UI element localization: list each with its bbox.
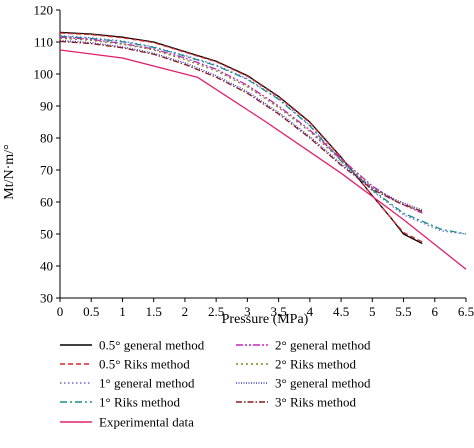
legend-label: 3° Riks method — [275, 395, 357, 410]
legend-label: 2° general method — [275, 338, 371, 353]
y-tick-label: 30 — [40, 291, 53, 306]
x-tick-label: 0 — [57, 304, 64, 319]
x-tick-label: 2 — [182, 304, 189, 319]
series-line-4 — [59, 35, 467, 235]
legend-label: 3° general method — [275, 376, 371, 391]
x-tick-label: 3 — [244, 304, 251, 319]
legend-label: 1° Riks method — [99, 395, 181, 410]
y-tick-label: 80 — [40, 131, 53, 146]
series-line-9 — [59, 49, 467, 270]
x-tick-label: 4.5 — [333, 304, 349, 319]
series-line-7 — [59, 39, 423, 211]
x-tick-label: 5.5 — [395, 304, 411, 319]
axes: 30 40 50 60 70 80 90 100 110 120 0 0.5 1 1.5 2 2.5 3 3.5 4… — [34, 3, 474, 320]
y-tick-label: 120 — [34, 3, 54, 18]
series-line-3 — [59, 34, 467, 235]
y-tick-label: 90 — [40, 99, 53, 114]
series-line-8 — [59, 40, 423, 213]
legend-label: 2° Riks method — [275, 357, 357, 372]
legend-label: 0.5° Riks method — [99, 357, 190, 372]
legend: 0.5° general method 0.5° Riks method 1° ge… — [60, 338, 371, 430]
y-tick-label: 100 — [34, 67, 54, 82]
x-tick-label: 6 — [432, 304, 439, 319]
x-axis-title: Pressure (MPa) — [222, 312, 309, 327]
series-line-2 — [59, 32, 423, 243]
legend-label: 1° general method — [99, 376, 195, 391]
x-tick-label: 0.5 — [83, 304, 99, 319]
x-tick-label: 1 — [119, 304, 126, 319]
series-group — [59, 31, 467, 270]
y-axis-title: Mt/N·m/° — [2, 144, 17, 199]
legend-label: 0.5° general method — [99, 338, 205, 353]
y-tick-label: 40 — [40, 259, 53, 274]
y-tick-label: 50 — [40, 227, 53, 242]
x-tick-label: 2.5 — [208, 304, 224, 319]
x-tick-label: 1.5 — [146, 304, 162, 319]
y-tick-label: 110 — [34, 35, 53, 50]
y-tick-label: 60 — [40, 195, 53, 210]
x-tick-label: 3.5 — [270, 304, 286, 319]
legend-label: Experimental data — [99, 415, 194, 430]
series-line-6 — [59, 37, 423, 213]
x-tick-label: 4 — [307, 304, 314, 319]
x-tick-label: 5 — [369, 304, 376, 319]
y-tick-label: 70 — [40, 163, 53, 178]
series-line-1 — [59, 31, 423, 245]
x-tick-label: 6.5 — [458, 304, 474, 319]
